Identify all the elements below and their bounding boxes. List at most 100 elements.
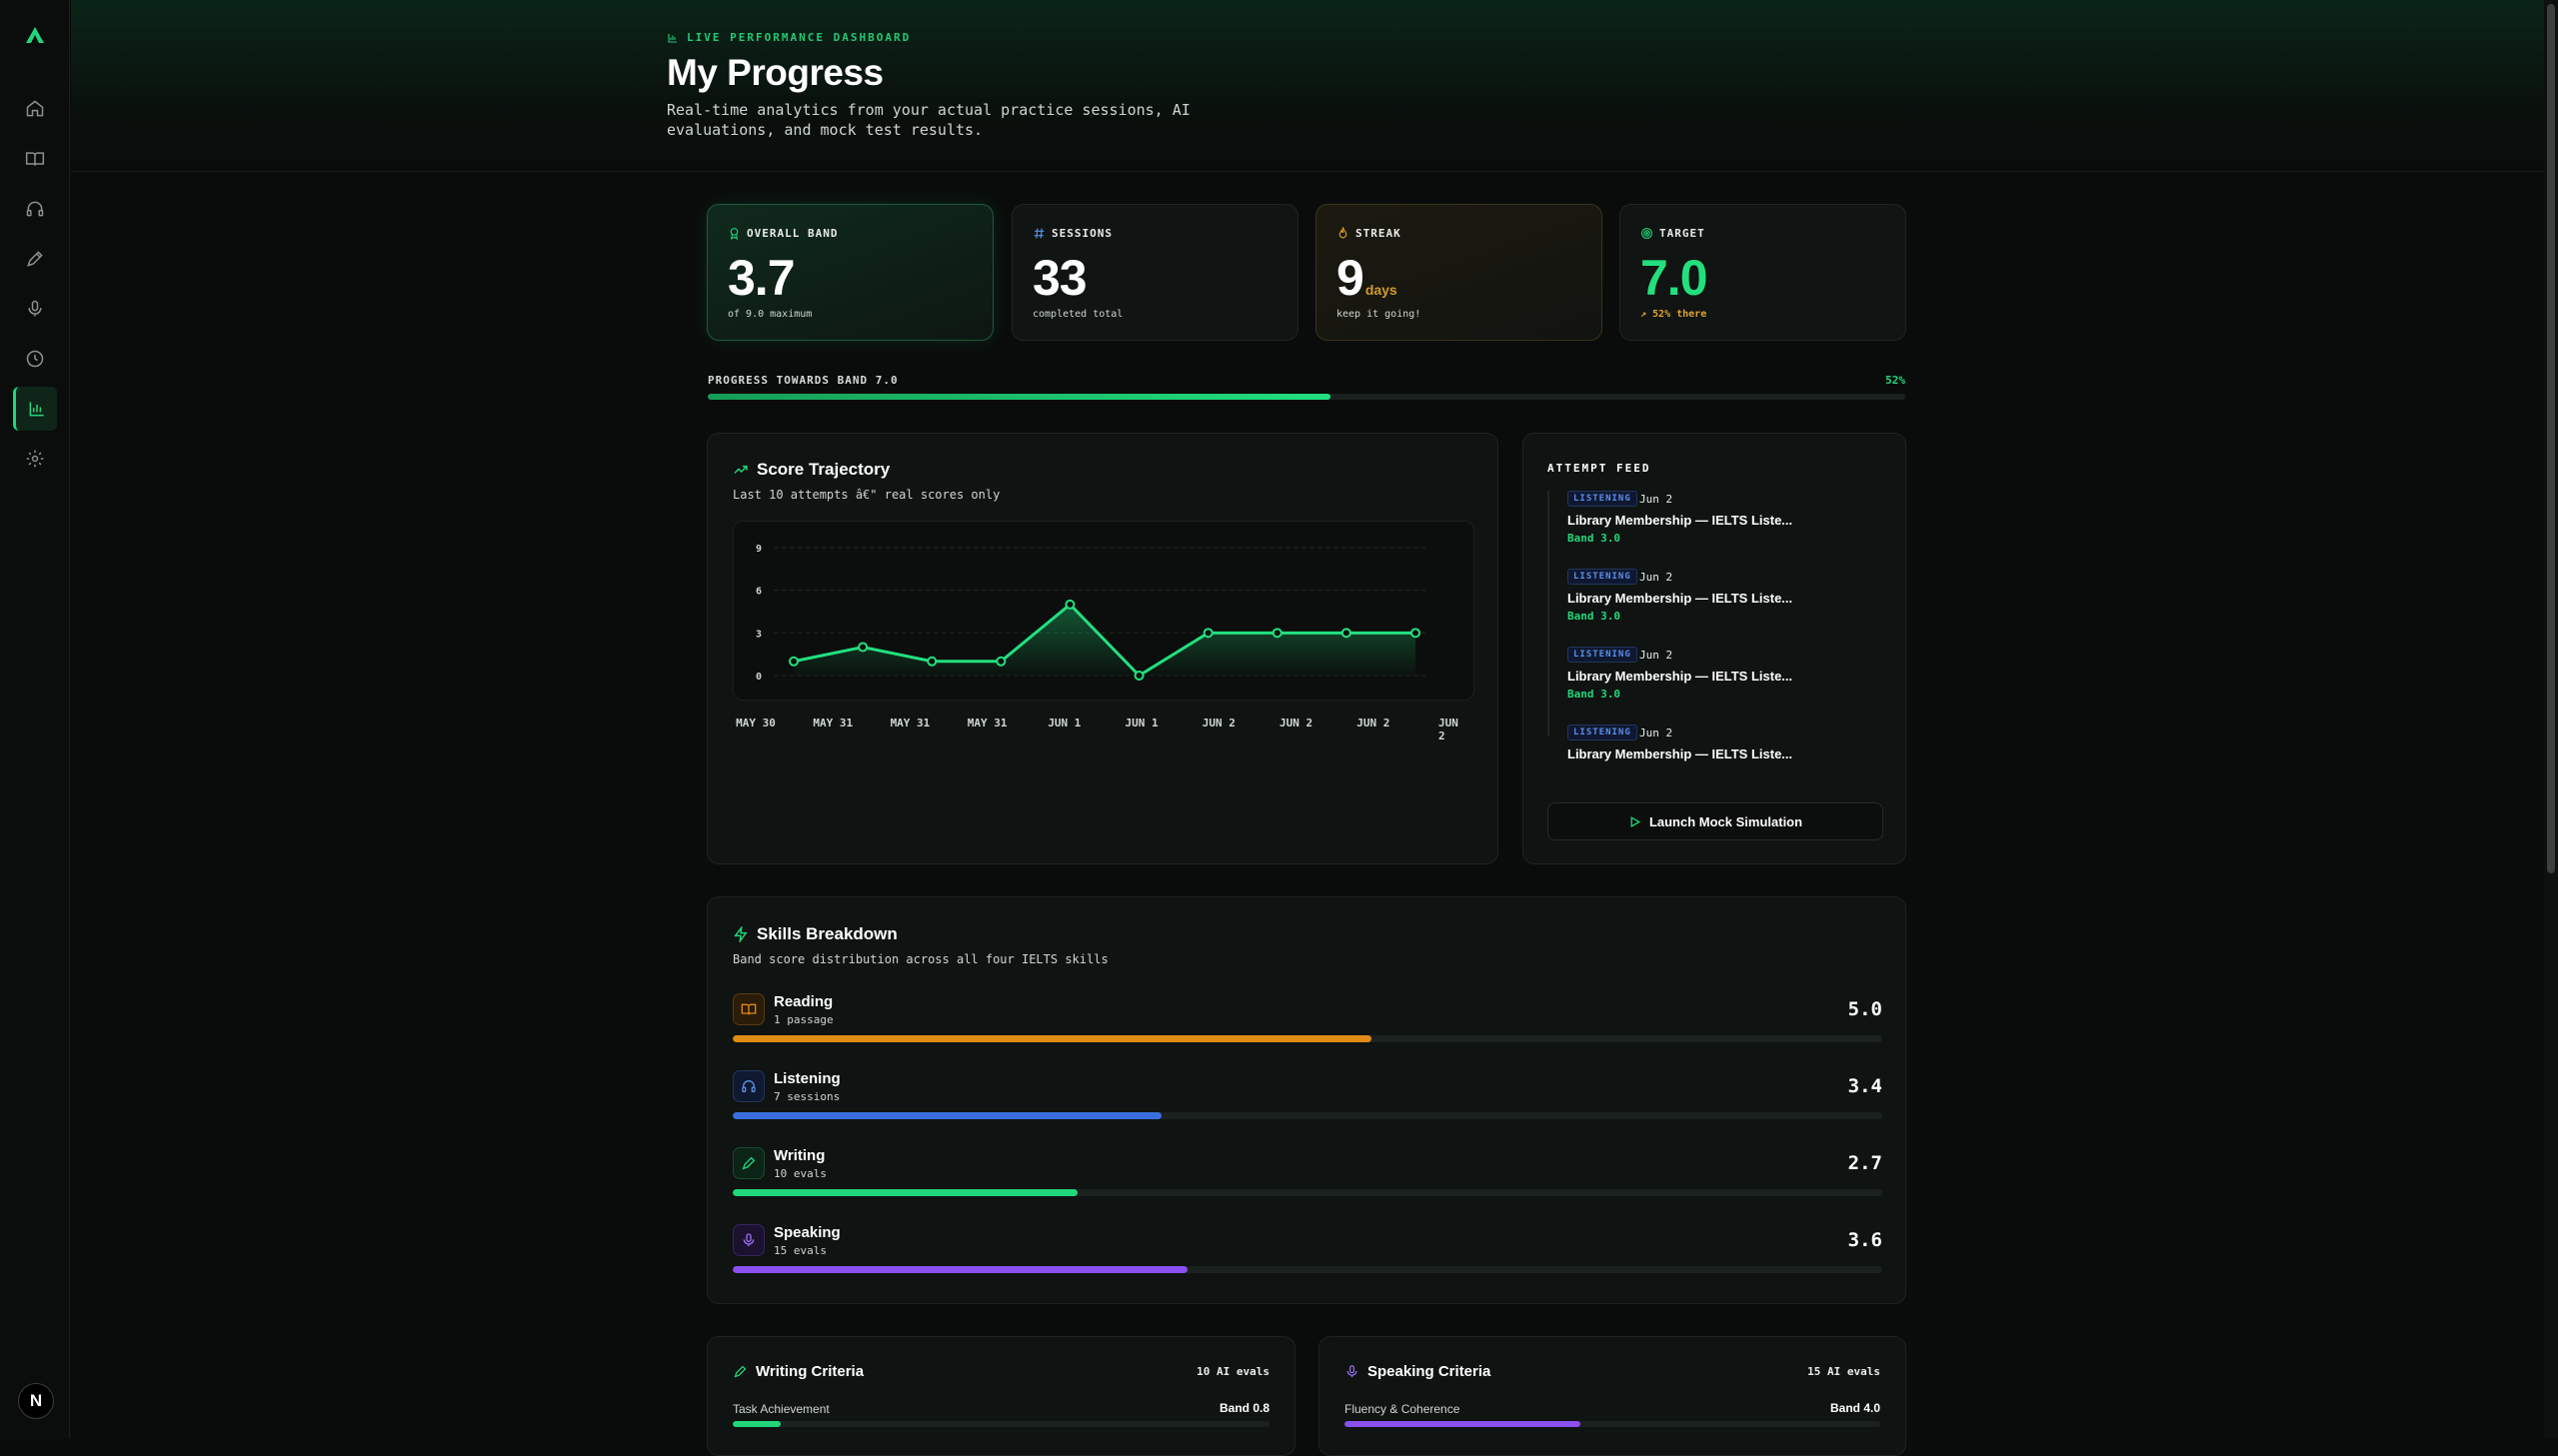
feed-date: Jun 2 bbox=[1639, 649, 1673, 662]
headphones-icon bbox=[26, 201, 44, 217]
chart-point[interactable] bbox=[927, 656, 938, 667]
stat-note: ↗ 52% there bbox=[1640, 309, 1707, 320]
feed-item[interactable]: LISTENING Jun 2 Library Membership — IEL… bbox=[1549, 491, 1879, 557]
skill-score: 5.0 bbox=[1847, 998, 1882, 1020]
chart-x-labels: MAY 30 MAY 31 MAY 31 MAY 31 JUN 1 JUN 1 JUN 2 J… bbox=[733, 717, 1474, 742]
trending-up-icon bbox=[734, 465, 748, 474]
chart-point[interactable] bbox=[1410, 628, 1420, 639]
pen-icon bbox=[742, 1156, 756, 1170]
nav-progress[interactable] bbox=[13, 387, 57, 431]
avatar[interactable]: N bbox=[18, 1383, 54, 1419]
award-icon bbox=[730, 228, 739, 240]
chart-y-tick: 0 bbox=[756, 672, 762, 683]
skill-icon-box bbox=[733, 1070, 765, 1102]
panel-title: Writing Criteria bbox=[733, 1363, 864, 1380]
chart-x-tick: JUN 2 bbox=[1356, 717, 1390, 729]
skills-breakdown-panel: Skills Breakdown Band score distribution… bbox=[707, 896, 1906, 1304]
pen-icon bbox=[734, 1365, 747, 1378]
skill-fill bbox=[733, 1189, 1078, 1196]
writing-criteria-panel: Writing Criteria 10 AI evals Task Achiev… bbox=[707, 1336, 1295, 1456]
chart-point[interactable] bbox=[858, 642, 869, 653]
skill-count: 15 evals bbox=[774, 1244, 827, 1257]
microphone-icon bbox=[743, 1233, 755, 1246]
skill-score: 2.7 bbox=[1847, 1152, 1882, 1174]
feed-band: Band 3.0 bbox=[1567, 532, 1620, 545]
crit-track bbox=[733, 1421, 1270, 1427]
nav-settings[interactable] bbox=[13, 437, 57, 481]
feed-tag: LISTENING bbox=[1567, 569, 1637, 585]
bar-chart-icon bbox=[668, 33, 677, 43]
app-logo[interactable] bbox=[18, 18, 52, 52]
feed-item[interactable]: LISTENING Jun 2 Library Membership — IEL… bbox=[1549, 647, 1879, 713]
page-header: LIVE PERFORMANCE DASHBOARD My Progress R… bbox=[71, 0, 2544, 172]
nav-history[interactable] bbox=[13, 337, 57, 381]
chart-point[interactable] bbox=[789, 656, 799, 667]
chart-point[interactable] bbox=[1272, 628, 1282, 639]
play-icon bbox=[1630, 815, 1641, 827]
skill-count: 10 evals bbox=[774, 1167, 827, 1180]
chart-point[interactable] bbox=[1340, 628, 1351, 639]
feed-name: Library Membership — IELTS Liste... bbox=[1567, 513, 1793, 528]
chart-x-tick: MAY 31 bbox=[967, 717, 1008, 729]
nav-writing[interactable] bbox=[13, 237, 57, 281]
skill-track bbox=[733, 1266, 1882, 1273]
book-icon bbox=[741, 1003, 757, 1015]
nav-reading[interactable] bbox=[13, 137, 57, 181]
skill-row-writing: Writing 10 evals 2.7 bbox=[733, 1147, 1882, 1209]
feed-item[interactable]: LISTENING Jun 2 Library Membership — IEL… bbox=[1549, 569, 1879, 635]
panel-title: Speaking Criteria bbox=[1344, 1363, 1490, 1380]
stat-card-overall-band: OVERALL BAND 3.7 of 9.0 maximum bbox=[707, 204, 994, 341]
progress-fill bbox=[708, 394, 1330, 400]
chart-point[interactable] bbox=[1203, 628, 1214, 639]
nav-listening[interactable] bbox=[13, 187, 57, 231]
crit-track bbox=[1344, 1421, 1880, 1427]
skill-score: 3.4 bbox=[1847, 1075, 1882, 1097]
skill-name: Writing bbox=[774, 1147, 826, 1164]
chart-y-tick: 3 bbox=[756, 629, 762, 640]
target-icon bbox=[1641, 228, 1652, 239]
stat-value: 33 bbox=[1033, 250, 1088, 306]
logo-icon bbox=[26, 27, 44, 43]
panel-title: Score Trajectory bbox=[733, 460, 890, 480]
progress-percent: 52% bbox=[1885, 374, 1905, 387]
skill-icon-box bbox=[733, 993, 765, 1025]
chart-point[interactable] bbox=[1134, 671, 1145, 681]
chart-point[interactable] bbox=[1065, 599, 1076, 610]
chart-x-tick: JUN 2 bbox=[1438, 717, 1458, 742]
chart-svg: 9 6 3 0 bbox=[756, 544, 1425, 683]
chart-x-tick: JUN 2 bbox=[1279, 717, 1313, 729]
feed-item[interactable]: LISTENING Jun 2 Library Membership — IEL… bbox=[1549, 725, 1879, 790]
launch-mock-button[interactable]: Launch Mock Simulation bbox=[1547, 802, 1883, 840]
skill-row-reading: Reading 1 passage 5.0 bbox=[733, 993, 1882, 1055]
feed-tag: LISTENING bbox=[1567, 647, 1637, 663]
chart-x-tick: MAY 31 bbox=[813, 717, 854, 729]
gear-icon bbox=[26, 450, 44, 468]
panel-title: Skills Breakdown bbox=[733, 924, 898, 944]
skill-name: Reading bbox=[774, 993, 834, 1010]
skill-count: 1 passage bbox=[774, 1013, 834, 1026]
skill-row-speaking: Speaking 15 evals 3.6 bbox=[733, 1224, 1882, 1286]
page-scrollbar[interactable] bbox=[2544, 0, 2558, 1438]
stat-note: of 9.0 maximum bbox=[728, 309, 813, 320]
feed-band: Band 3.0 bbox=[1567, 688, 1620, 701]
pen-icon bbox=[27, 251, 43, 267]
stat-card-target: TARGET 7.0 ↗ 52% there bbox=[1619, 204, 1906, 341]
panel-subtitle: Band score distribution across all four … bbox=[733, 952, 1109, 966]
scroll-thumb[interactable] bbox=[2547, 4, 2555, 873]
stat-label: SESSIONS bbox=[1033, 227, 1113, 240]
speaking-criteria-panel: Speaking Criteria 15 AI evals Fluency & … bbox=[1318, 1336, 1906, 1456]
nav-speaking[interactable] bbox=[13, 287, 57, 331]
chart-point[interactable] bbox=[996, 656, 1007, 667]
nav-home[interactable] bbox=[13, 87, 57, 131]
skill-fill bbox=[733, 1266, 1189, 1273]
skill-fill bbox=[733, 1035, 1372, 1042]
trajectory-chart: 9 6 3 0 bbox=[733, 521, 1474, 701]
lightning-icon bbox=[734, 926, 748, 942]
crit-fill bbox=[1344, 1421, 1580, 1427]
home-icon bbox=[26, 100, 44, 117]
feed-date: Jun 2 bbox=[1639, 493, 1673, 506]
attempt-feed-panel: ATTEMPT FEED LISTENING Jun 2 Library Mem… bbox=[1522, 433, 1906, 864]
stat-card-sessions: SESSIONS 33 completed total bbox=[1012, 204, 1298, 341]
feed-name: Library Membership — IELTS Liste... bbox=[1567, 669, 1793, 684]
panel-subtitle: Last 10 attempts â€" real scores only bbox=[733, 488, 1001, 502]
